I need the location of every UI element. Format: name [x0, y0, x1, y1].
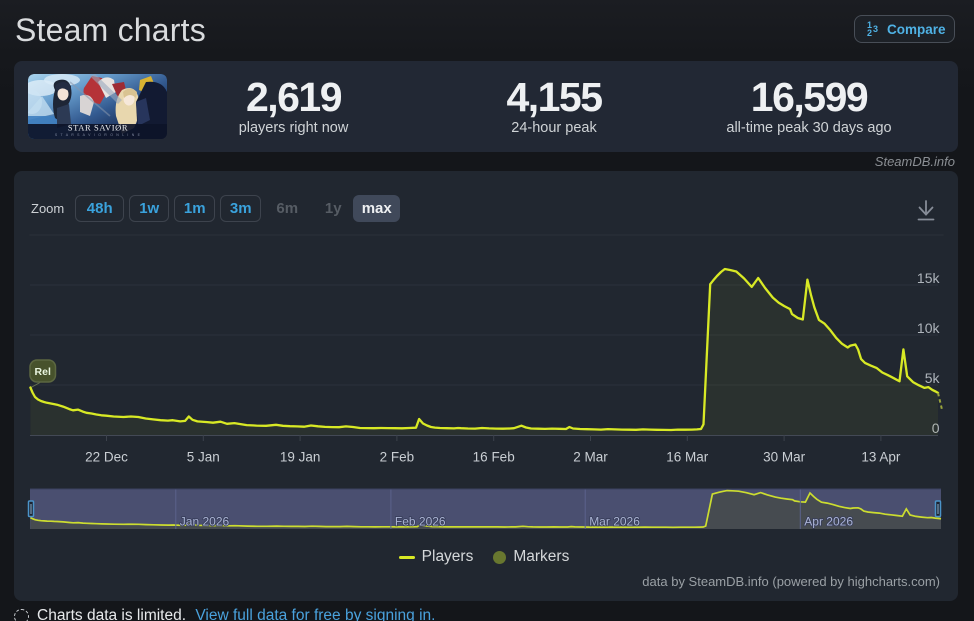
svg-text:Feb 2026: Feb 2026 — [395, 515, 446, 529]
svg-text:15k: 15k — [917, 270, 941, 286]
svg-text:2 Feb: 2 Feb — [380, 450, 415, 465]
svg-text:Apr 2026: Apr 2026 — [804, 515, 853, 529]
svg-text:Mar 2026: Mar 2026 — [589, 515, 640, 529]
svg-text:30 Mar: 30 Mar — [763, 450, 806, 465]
svg-text:19 Jan: 19 Jan — [280, 450, 321, 465]
svg-text:Rel: Rel — [35, 366, 51, 378]
svg-text:16 Mar: 16 Mar — [666, 450, 709, 465]
svg-text:2 Mar: 2 Mar — [573, 450, 608, 465]
svg-text:22 Dec: 22 Dec — [85, 450, 128, 465]
svg-text:S T A R S A V I O R O N L I N: S T A R S A V I O R O N L I N E — [55, 133, 141, 137]
svg-text:5 Jan: 5 Jan — [187, 450, 220, 465]
svg-text:STAR SAVIØR: STAR SAVIØR — [68, 123, 128, 133]
svg-text:Jan 2026: Jan 2026 — [180, 515, 230, 529]
svg-text:0: 0 — [932, 420, 940, 436]
svg-text:10k: 10k — [917, 320, 941, 336]
svg-text:16 Feb: 16 Feb — [473, 450, 515, 465]
svg-text:5k: 5k — [925, 370, 941, 386]
svg-text:13 Apr: 13 Apr — [861, 450, 901, 465]
